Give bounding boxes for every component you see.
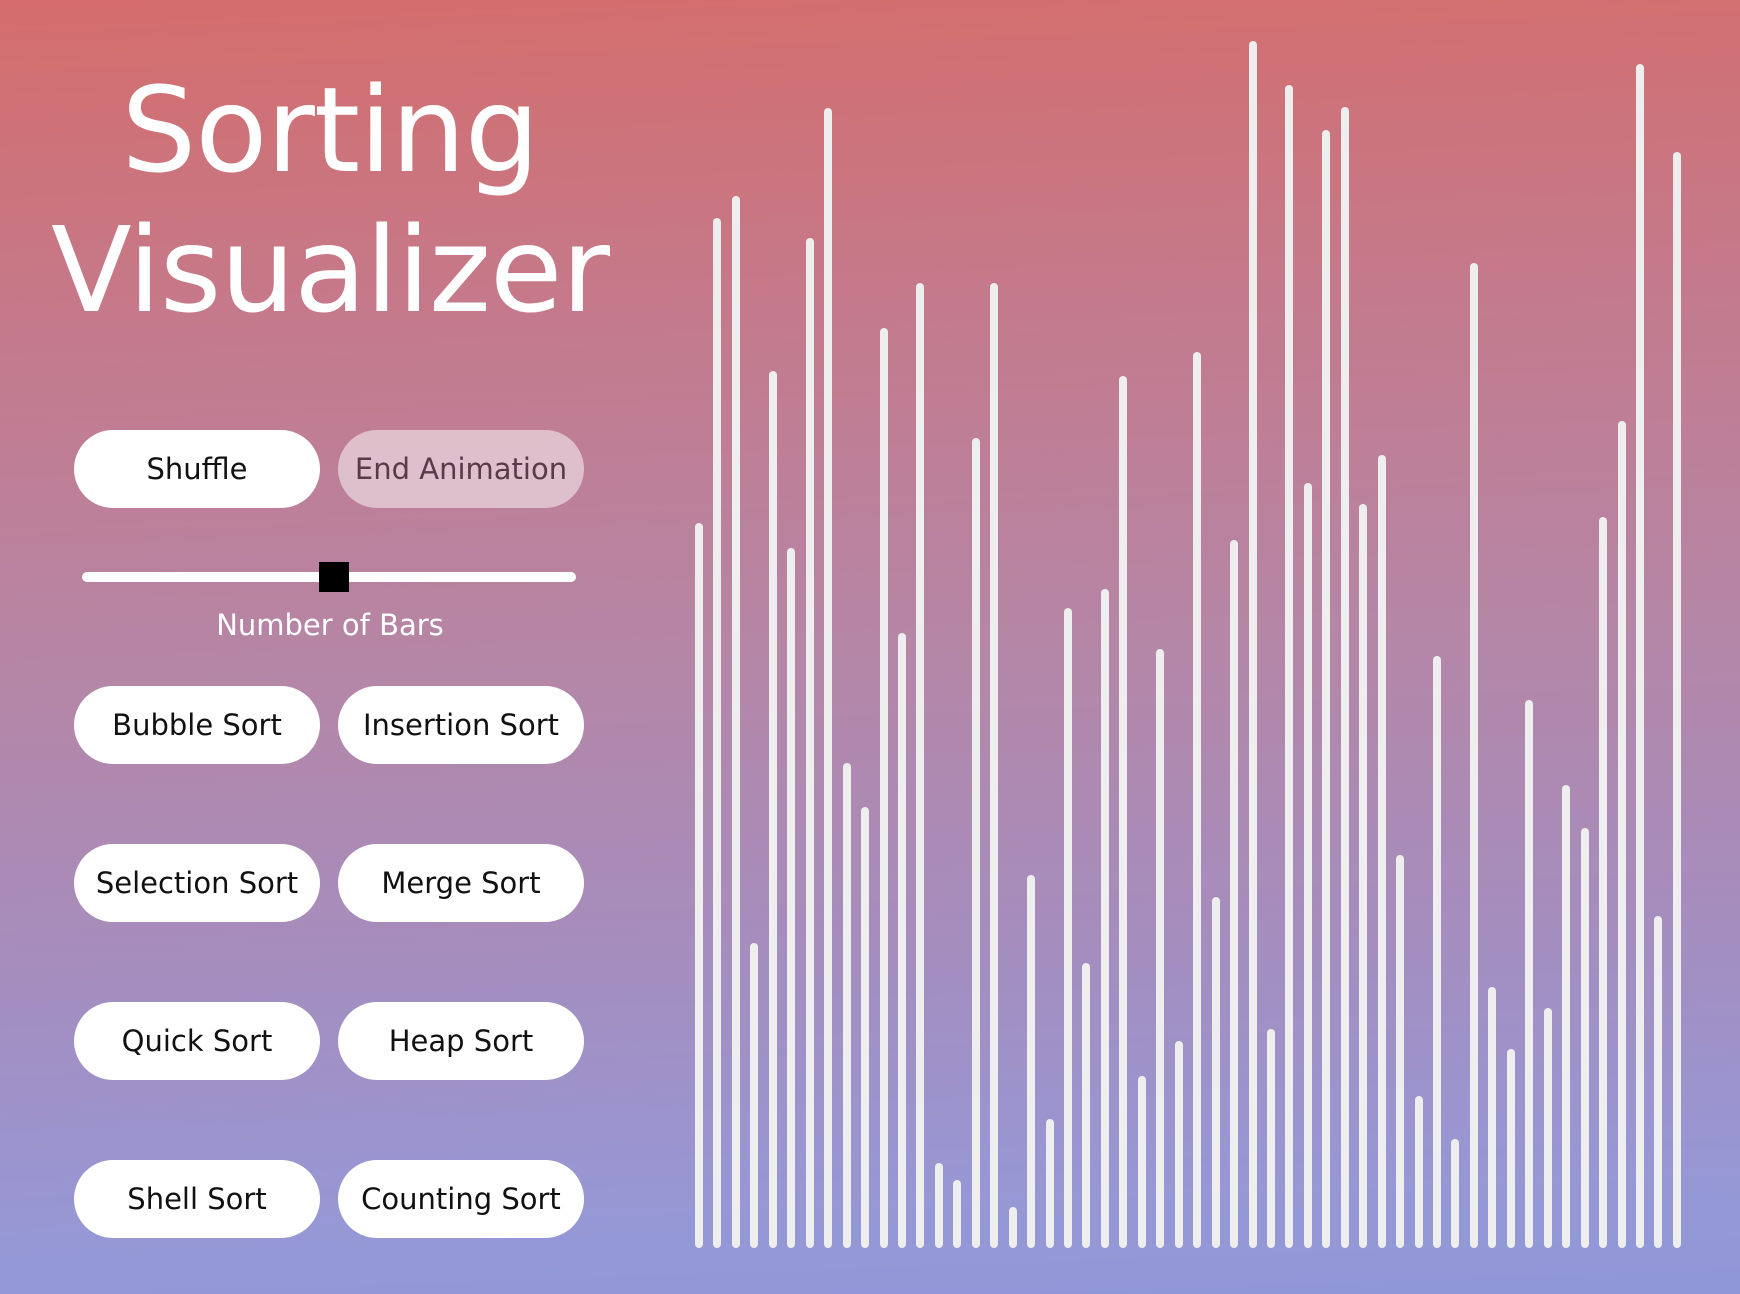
selection-sort-button[interactable]: Selection Sort <box>74 844 320 922</box>
bar <box>713 218 722 1248</box>
title-line-1: Sorting <box>121 61 539 199</box>
bar <box>1322 130 1331 1248</box>
bar <box>879 328 888 1248</box>
bar <box>971 438 980 1248</box>
bar <box>953 1180 962 1248</box>
bar <box>1543 1008 1552 1248</box>
bar <box>695 523 703 1248</box>
bar <box>1414 1096 1423 1248</box>
insertion-sort-button[interactable]: Insertion Sort <box>338 686 584 764</box>
end-animation-button[interactable]: End Animation <box>338 430 584 508</box>
bar <box>1525 700 1534 1248</box>
bar <box>1562 785 1571 1248</box>
slider-label: Number of Bars <box>216 608 444 642</box>
bar <box>1599 517 1608 1248</box>
bar <box>1377 455 1386 1248</box>
slider-thumb[interactable] <box>318 562 349 592</box>
bar <box>1303 483 1312 1248</box>
bar <box>1359 504 1368 1248</box>
bar <box>916 283 925 1248</box>
bar <box>1119 376 1128 1248</box>
bar <box>990 283 999 1248</box>
bar <box>1433 656 1441 1248</box>
counting-sort-button[interactable]: Counting Sort <box>338 1160 584 1238</box>
bar <box>1045 1119 1054 1248</box>
shuffle-button[interactable]: Shuffle <box>74 430 320 508</box>
title-line-2: Visualizer <box>50 201 610 339</box>
bar <box>897 633 906 1248</box>
bar <box>768 371 777 1248</box>
bar <box>1100 589 1109 1248</box>
bar <box>1027 875 1036 1248</box>
bar <box>1174 1041 1183 1248</box>
bars-container <box>690 0 1720 1294</box>
bar <box>1211 897 1220 1248</box>
bar <box>1672 152 1681 1248</box>
bar <box>1266 1029 1275 1248</box>
bar <box>934 1163 943 1248</box>
bar <box>1137 1076 1146 1248</box>
bar <box>1488 987 1497 1248</box>
bar <box>842 763 851 1248</box>
bar <box>1580 828 1589 1248</box>
bar <box>824 108 833 1248</box>
bar <box>1617 421 1626 1248</box>
heap-sort-button[interactable]: Heap Sort <box>338 1002 584 1080</box>
bar <box>1230 540 1239 1248</box>
bar <box>1248 41 1257 1248</box>
bar <box>1469 263 1478 1248</box>
bar <box>805 238 814 1248</box>
bar <box>1082 963 1091 1248</box>
bar <box>1635 64 1644 1248</box>
bar <box>1451 1139 1460 1248</box>
bar <box>1506 1049 1515 1248</box>
bar <box>1340 107 1349 1248</box>
bubble-sort-button[interactable]: Bubble Sort <box>74 686 320 764</box>
page-title: Sorting Visualizer <box>0 60 660 340</box>
bar <box>750 943 759 1248</box>
bar <box>861 807 870 1248</box>
bar <box>787 548 796 1248</box>
bar <box>731 196 740 1248</box>
bar <box>1156 649 1165 1248</box>
shell-sort-button[interactable]: Shell Sort <box>74 1160 320 1238</box>
quick-sort-button[interactable]: Quick Sort <box>74 1002 320 1080</box>
bar <box>1396 855 1405 1248</box>
bar <box>1193 352 1202 1248</box>
merge-sort-button[interactable]: Merge Sort <box>338 844 584 922</box>
bar <box>1654 916 1663 1248</box>
bar <box>1285 85 1294 1248</box>
bar <box>1064 608 1072 1248</box>
bar <box>1008 1207 1017 1248</box>
